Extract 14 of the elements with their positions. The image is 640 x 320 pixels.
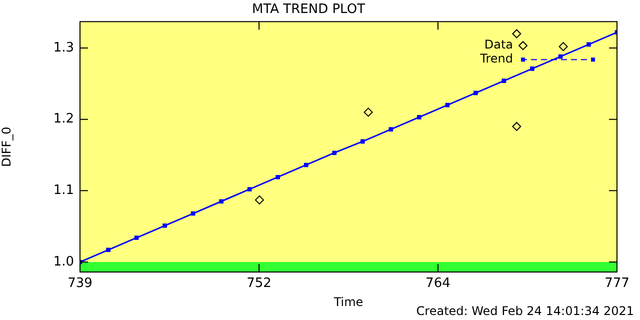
y-axis-title: DIFF_0: [0, 126, 14, 167]
text: Created: Wed Feb 24 14:01:34 2021: [416, 304, 634, 318]
x-tick-label: 739: [68, 276, 92, 292]
y-tick-label: 1.3: [53, 40, 74, 56]
x-axis-title: Time: [332, 294, 364, 309]
legend-label: Trend: [479, 52, 513, 66]
chart-title: MTA TREND PLOT: [252, 2, 366, 18]
legend-label: Data: [484, 38, 513, 52]
x-tick-label: 777: [604, 276, 630, 292]
y-tick-label: 1.0: [53, 254, 74, 270]
x-tick-label: 764: [426, 276, 450, 292]
y-tick-label: 1.1: [53, 183, 74, 198]
x-tick-label: 752: [246, 276, 272, 292]
y-tick-label: 1.2: [53, 112, 74, 127]
